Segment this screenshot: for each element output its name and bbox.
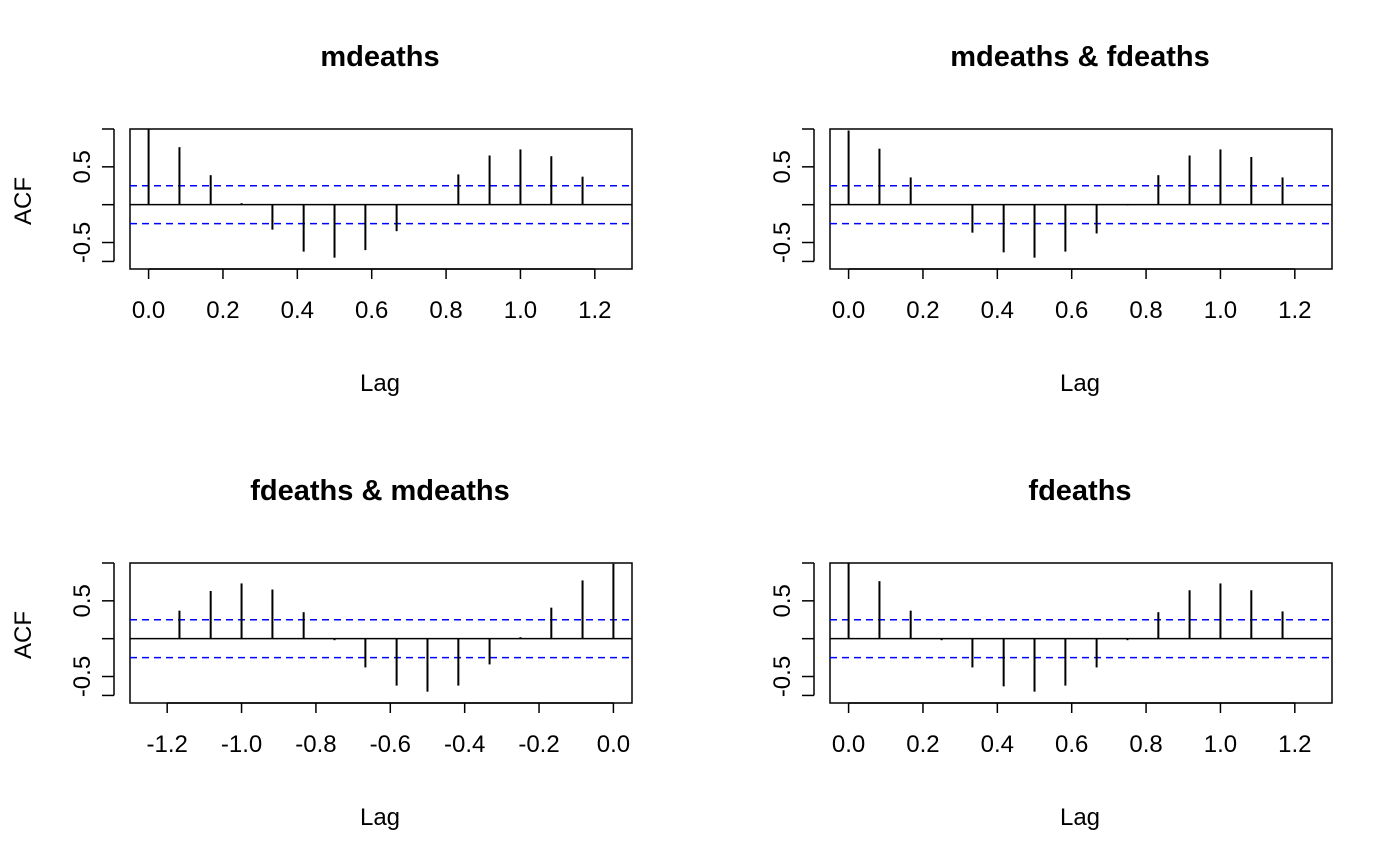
acf-panel-mdeaths: mdeaths Lag ACF 0.0 0.2 0.4 0.6 0.8 1.0 1.2 -0.… xyxy=(10,41,633,397)
x-tick-label: 1.2 xyxy=(1278,297,1311,324)
x-axis-label: Lag xyxy=(360,370,400,397)
x-tick-label: 1.0 xyxy=(1204,731,1237,758)
plot-frame xyxy=(129,128,633,270)
y-tick-label: 0.5 xyxy=(69,150,96,183)
y-axis-label: ACF xyxy=(10,177,37,225)
x-tick-label: -0.8 xyxy=(295,731,336,758)
x-tick-label: 1.2 xyxy=(578,297,611,324)
plot-frame xyxy=(129,562,633,704)
y-tick-label: 0.5 xyxy=(769,150,796,183)
x-tick-label: -0.4 xyxy=(444,731,485,758)
y-tick-label: -0.5 xyxy=(769,222,796,263)
x-tick-label: 1.0 xyxy=(504,297,537,324)
x-tick-label: 0.0 xyxy=(832,297,865,324)
x-tick-label: -1.0 xyxy=(221,731,262,758)
x-tick-label: -1.2 xyxy=(147,731,188,758)
y-tick-label: -0.5 xyxy=(769,656,796,697)
acf-panel-fdeaths-mdeaths: fdeaths & mdeaths Lag ACF -1.2 -1.0 -0.8 -0… xyxy=(10,475,633,831)
x-axis-label: Lag xyxy=(1060,804,1100,831)
x-tick-label: 0.0 xyxy=(597,731,630,758)
x-tick-label: 0.4 xyxy=(981,731,1014,758)
y-axis-label: ACF xyxy=(10,611,37,659)
x-tick-label: 0.6 xyxy=(355,297,388,324)
plot-area: -1.2 -1.0 -0.8 -0.6 -0.4 -0.2 0.0 -0.5 0.5 xyxy=(69,562,633,758)
x-tick-label: 0.8 xyxy=(429,297,462,324)
x-tick-label: 0.0 xyxy=(132,297,165,324)
acf-panel-fdeaths: fdeaths Lag 0.0 0.2 0.4 0.6 0.8 1.0 1.2 -0.5 0.5 xyxy=(769,475,1333,831)
x-tick-label: 0.0 xyxy=(832,731,865,758)
plot-area: 0.0 0.2 0.4 0.6 0.8 1.0 1.2 -0.5 0.5 xyxy=(769,128,1333,324)
panel-title: mdeaths & fdeaths xyxy=(950,41,1209,73)
panel-title: fdeaths & mdeaths xyxy=(250,475,509,507)
plot-area: 0.0 0.2 0.4 0.6 0.8 1.0 1.2 -0.5 0.5 xyxy=(769,562,1333,758)
x-tick-label: 0.8 xyxy=(1129,731,1162,758)
x-tick-label: 0.2 xyxy=(906,297,939,324)
x-axis-label: Lag xyxy=(1060,370,1100,397)
x-tick-label: -0.2 xyxy=(518,731,559,758)
acf-panel-mdeaths-fdeaths: mdeaths & fdeaths Lag 0.0 0.2 0.4 0.6 0.8 1.0… xyxy=(769,41,1333,397)
x-tick-label: 0.6 xyxy=(1055,731,1088,758)
x-tick-label: 0.2 xyxy=(906,731,939,758)
panel-title: fdeaths xyxy=(1028,475,1131,507)
y-tick-label: 0.5 xyxy=(69,584,96,617)
y-tick-label: -0.5 xyxy=(69,222,96,263)
x-axis-label: Lag xyxy=(360,804,400,831)
x-tick-label: 0.6 xyxy=(1055,297,1088,324)
plot-area: 0.0 0.2 0.4 0.6 0.8 1.0 1.2 -0.5 0.5 xyxy=(69,128,633,324)
x-tick-label: 0.8 xyxy=(1129,297,1162,324)
y-tick-label: -0.5 xyxy=(69,656,96,697)
panel-title: mdeaths xyxy=(320,41,439,73)
plot-frame xyxy=(829,562,1333,704)
x-tick-label: 0.4 xyxy=(281,297,314,324)
x-tick-label: 0.2 xyxy=(206,297,239,324)
x-tick-label: 1.2 xyxy=(1278,731,1311,758)
y-tick-label: 0.5 xyxy=(769,584,796,617)
plot-frame xyxy=(829,128,1333,270)
x-tick-label: 0.4 xyxy=(981,297,1014,324)
x-tick-label: 1.0 xyxy=(1204,297,1237,324)
x-tick-label: -0.6 xyxy=(370,731,411,758)
